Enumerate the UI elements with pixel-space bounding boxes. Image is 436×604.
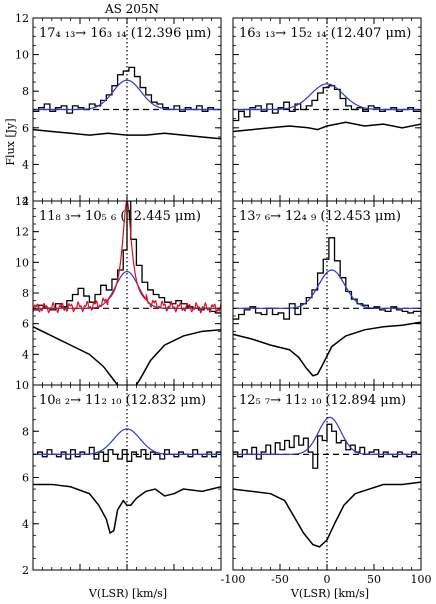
- panel-4: 13₇ ₆→ 12₄ ₉ (12.453 μm): [232, 200, 422, 386]
- panel-label: 12₅ ₇→ 11₂ ₁₀ (12.894 μm): [239, 393, 406, 408]
- panel-label: 16₃ ₁₃→ 15₂ ₁₄ (12.407 μm): [239, 26, 411, 41]
- panel-label: 13₇ ₆→ 12₄ ₉ (12.453 μm): [239, 209, 401, 224]
- model-curve: [233, 83, 421, 111]
- y-tick-label: 6: [22, 472, 29, 485]
- y-tick-label: 10: [15, 256, 29, 269]
- panel-6: -100 -50 0 50 100 12₅ ₇→ 11₂ ₁₀ (12.894 μm): [221, 384, 432, 586]
- panel-label: 11₈ ₃→ 10₅ ₆ (12.445 μm): [39, 209, 201, 224]
- y-tick-label: 2: [22, 195, 29, 208]
- y-tick-label: 4: [22, 158, 29, 171]
- y-tick-label: 4: [22, 518, 29, 531]
- y-tick-label: 10: [15, 49, 29, 62]
- panel-plot-area: [233, 385, 421, 570]
- y-tick-label: 2: [22, 564, 29, 577]
- panel-plot-area: [33, 201, 221, 385]
- y-tick-label: 8: [22, 287, 29, 300]
- y-tick-label: 14: [15, 195, 29, 208]
- x-tick-label: -100: [221, 573, 246, 586]
- observed-spectrum: [33, 66, 221, 114]
- chart-title: AS 205N: [104, 2, 159, 16]
- lower-trace: [233, 481, 421, 548]
- y-axis-title: Flux [Jy]: [4, 118, 17, 165]
- x-tick-label: 0: [324, 573, 331, 586]
- x-axis-title-right: V(LSR) [km/s]: [290, 587, 369, 600]
- panel-plot-area: [33, 18, 221, 201]
- y-tick-label: 6: [22, 318, 29, 331]
- panel-plot-area: [233, 18, 421, 201]
- y-tick-label: 10: [15, 379, 29, 392]
- x-axis-title-left: V(LSR) [km/s]: [88, 587, 167, 600]
- panel-plot-area: [33, 385, 221, 570]
- x-tick-label: 50: [367, 573, 381, 586]
- panel-plot-area: [233, 201, 421, 385]
- panels-group: 2 4 6 8 10 12 17₄ ₁₃→ 16₃ ₁₄ (12.396 μm) 16₃ ₁₃…: [15, 12, 432, 586]
- x-tick-label: -50: [271, 573, 289, 586]
- y-tick-label: 12: [15, 12, 29, 25]
- fit-curve: [33, 201, 221, 314]
- panel-2: 16₃ ₁₃→ 15₂ ₁₄ (12.407 μm): [232, 17, 422, 202]
- panel-5: 2 4 6 8 10 10₈ ₂→ 11₂ ₁₀ (12.832 μm): [15, 379, 222, 577]
- y-tick-label: 6: [22, 122, 29, 135]
- model-curve: [233, 416, 421, 455]
- model-curve: [33, 428, 221, 455]
- lower-trace: [33, 326, 221, 385]
- y-tick-label: 8: [22, 85, 29, 98]
- lower-trace: [33, 483, 221, 535]
- panel-3: 4 6 8 10 12 14 11₈ ₃→ 10₅ ₆ (12.445 μm): [15, 195, 222, 386]
- panel-label: 17₄ ₁₃→ 16₃ ₁₄ (12.396 μm): [39, 26, 211, 41]
- panel-1: 2 4 6 8 10 12 17₄ ₁₃→ 16₃ ₁₄ (12.396 μm): [15, 12, 222, 208]
- y-tick-label: 4: [22, 348, 29, 361]
- x-tick-label: 100: [411, 573, 432, 586]
- model-curve: [233, 269, 421, 309]
- observed-spectrum: [233, 237, 421, 320]
- lower-trace: [233, 321, 421, 377]
- lower-trace: [233, 121, 421, 133]
- model-curve: [33, 79, 221, 111]
- y-tick-label: 8: [22, 425, 29, 438]
- model-curve: [33, 270, 221, 309]
- panel-label: 10₈ ₂→ 11₂ ₁₀ (12.832 μm): [39, 393, 206, 408]
- y-tick-label: 12: [15, 226, 29, 239]
